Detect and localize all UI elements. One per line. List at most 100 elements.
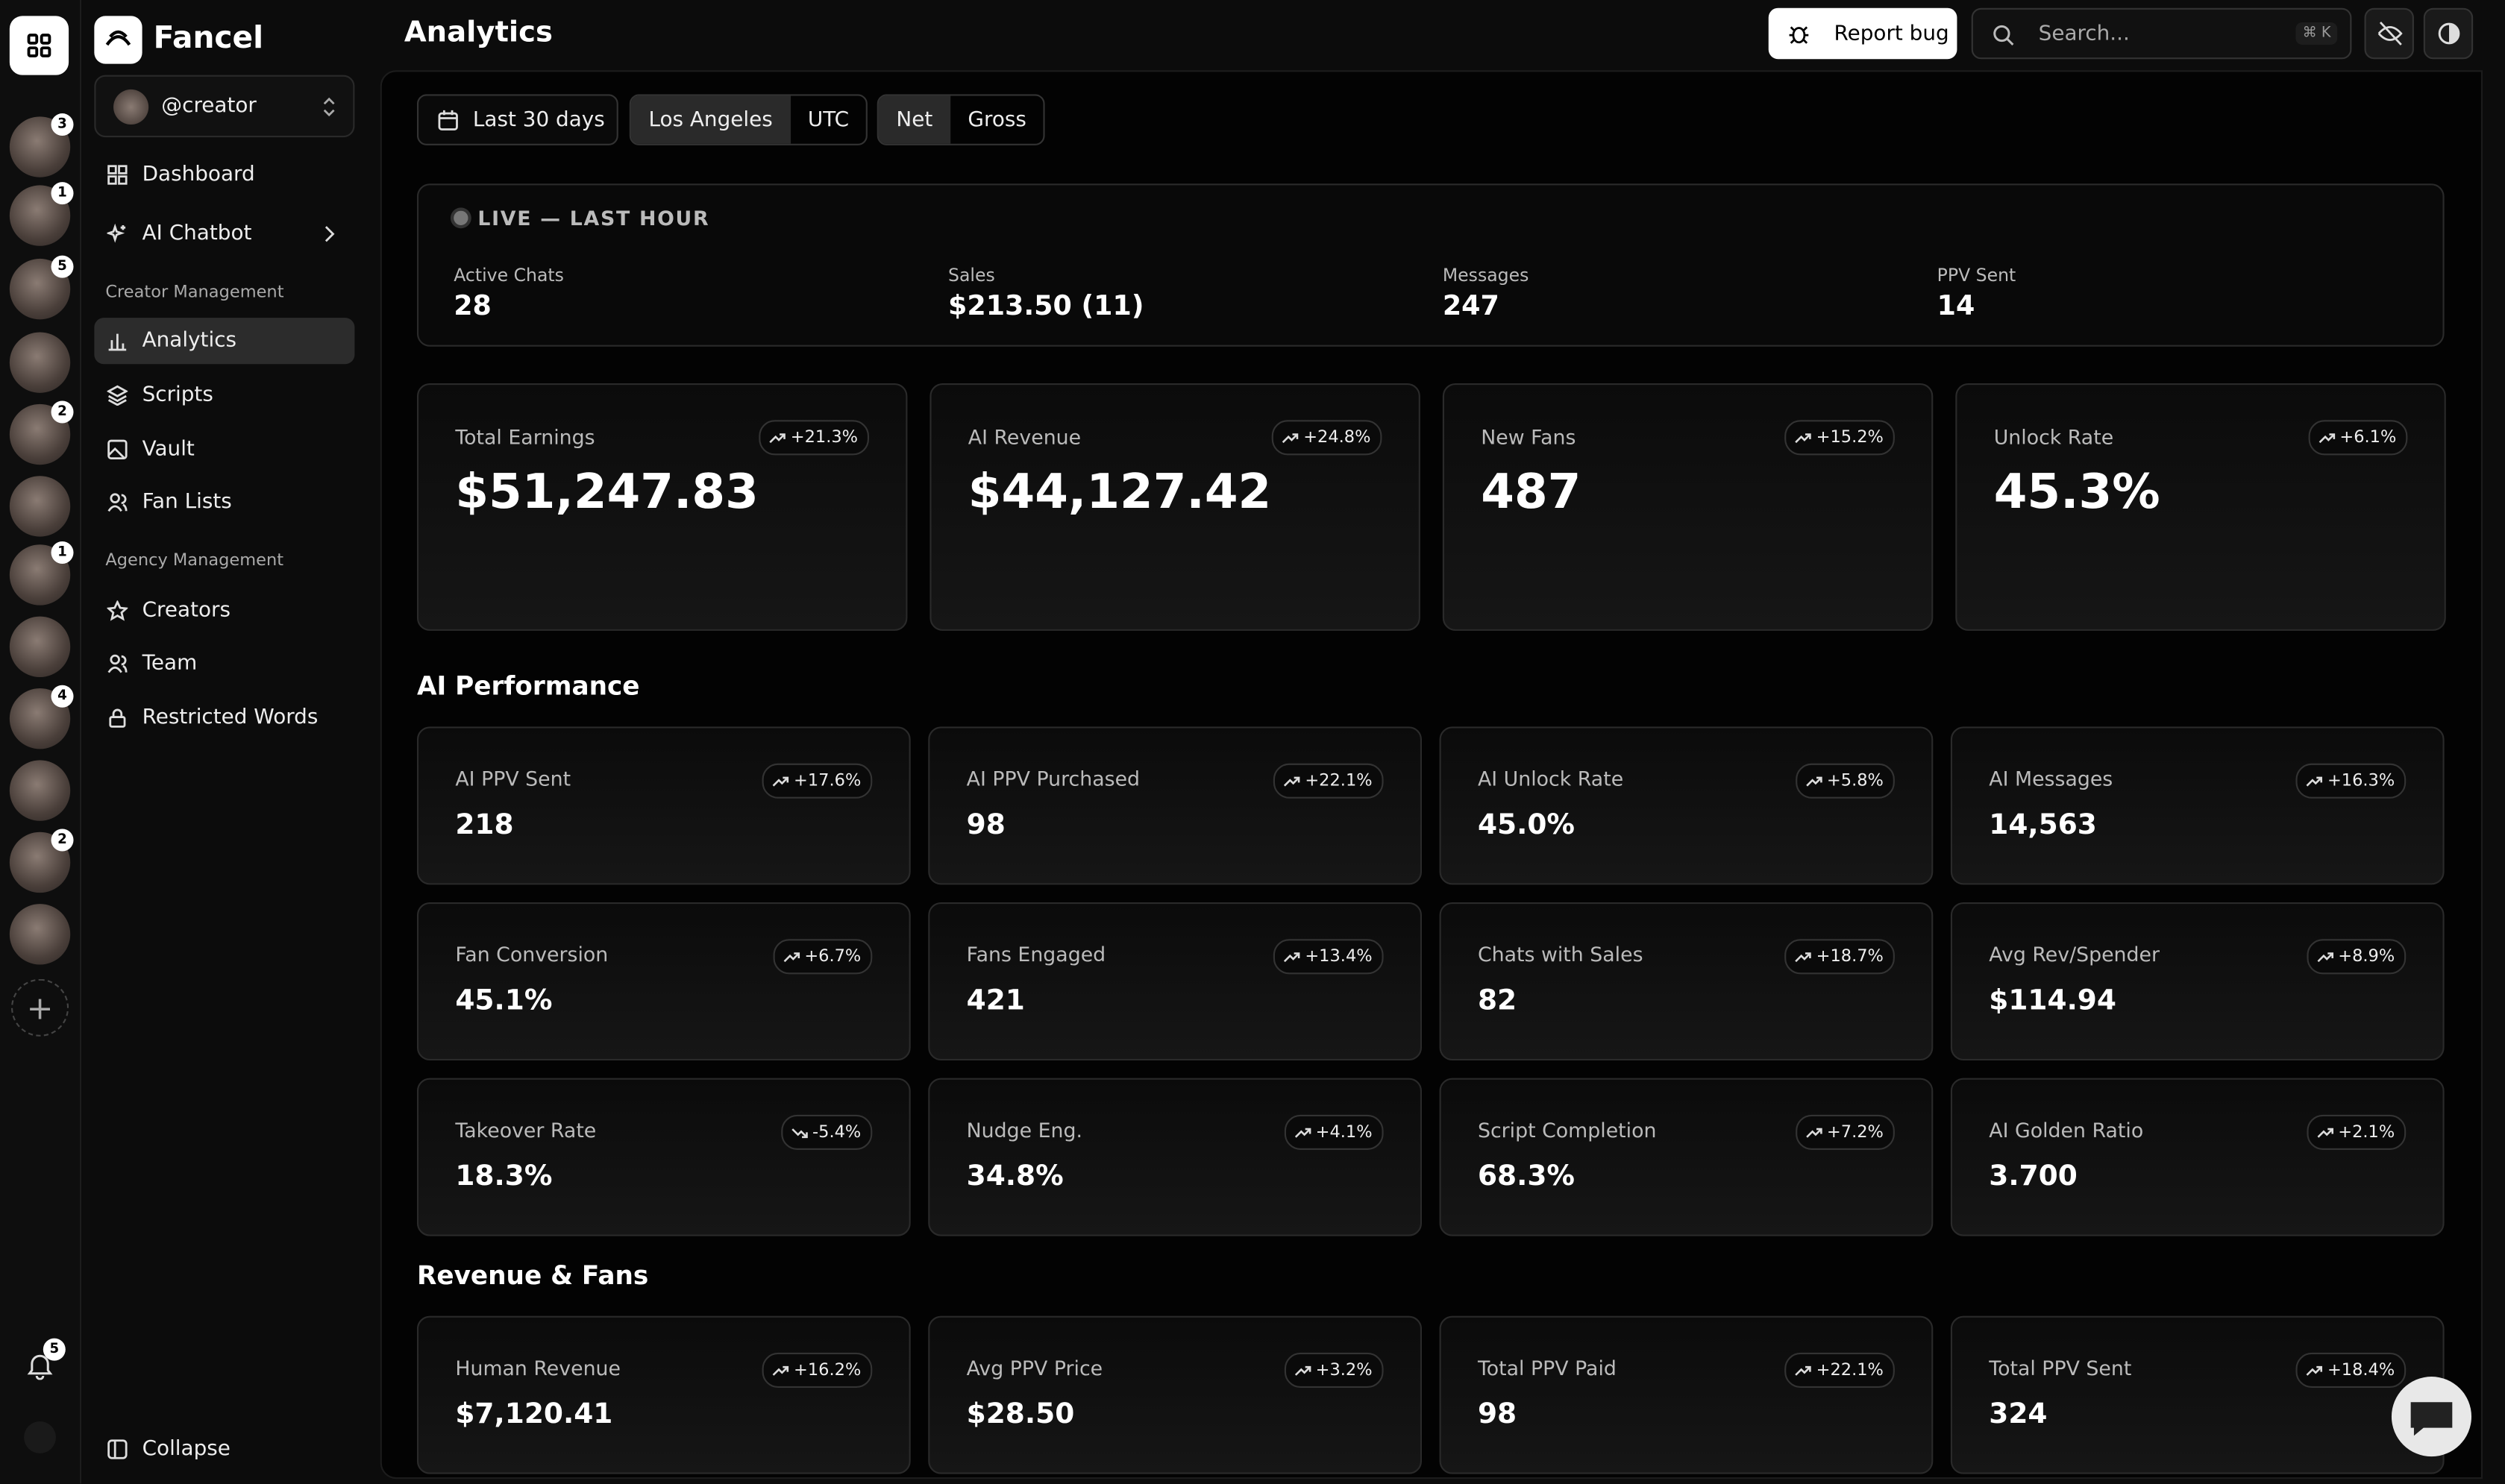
metric-card: Total PPV Paid 98 +22.1%: [1439, 1315, 1934, 1474]
metric-value: 3.700: [1989, 1160, 2078, 1193]
icon: [107, 223, 126, 243]
metric-change: -5.4%: [780, 1114, 873, 1150]
metric-value: 487: [1481, 465, 1581, 521]
live-stat-label: PPV Sent: [1937, 265, 2016, 286]
nav-item[interactable]: AI Chatbot: [94, 211, 354, 257]
hide-values-button[interactable]: [2364, 7, 2414, 60]
metric-change-text: +5.8%: [1826, 771, 1884, 791]
metric-card: AI Revenue $44,127.42 +24.8%: [929, 383, 1420, 631]
metric-label: Total PPV Sent: [1989, 1356, 2132, 1380]
metric-label: Chats with Sales: [1477, 942, 1643, 966]
metric-label: AI Revenue: [968, 424, 1082, 449]
search-placeholder: Search...: [2038, 21, 2130, 46]
live-stat-value: $213.50 (11): [948, 290, 1144, 323]
creator-avatar[interactable]: [9, 476, 71, 537]
date-range-button[interactable]: Last 30 days: [416, 94, 618, 145]
nav-label: Vault: [142, 437, 195, 462]
metric-change-text: +22.1%: [1305, 771, 1373, 791]
user-avatar[interactable]: [24, 1421, 56, 1453]
add-creator[interactable]: +: [10, 978, 69, 1037]
metric-label: Human Revenue: [455, 1356, 621, 1380]
metric-card: AI Unlock Rate 45.0% +5.8%: [1439, 726, 1934, 885]
toggle-option[interactable]: UTC: [807, 107, 850, 132]
icon: [2318, 433, 2335, 444]
metric-label: Avg PPV Price: [966, 1356, 1103, 1380]
metric-card: Fans Engaged 421 +13.4%: [928, 902, 1423, 1061]
contrast-icon: [2438, 22, 2460, 45]
creator-avatar[interactable]: [9, 616, 71, 678]
metric-change: +18.4%: [2295, 1352, 2407, 1389]
metric-change-text: +16.2%: [794, 1360, 862, 1380]
metric-value: 45.1%: [455, 985, 553, 1018]
metric-change-text: +3.2%: [1315, 1360, 1373, 1380]
nav-group-title: Creator Management: [105, 283, 284, 302]
nav-item[interactable]: Fan Lists: [94, 479, 354, 525]
metric-card: Human Revenue $7,120.41 +16.2%: [416, 1315, 911, 1474]
collapse-button[interactable]: Collapse: [94, 1426, 354, 1472]
icon: [107, 493, 128, 512]
metric-change: +16.2%: [762, 1352, 873, 1389]
toggle-option[interactable]: Los Angeles: [630, 95, 791, 144]
metric-change-text: +16.3%: [2327, 771, 2395, 791]
nav-item[interactable]: Vault: [94, 427, 354, 473]
metric-card: AI Golden Ratio 3.700 +2.1%: [1950, 1078, 2445, 1236]
live-stat-value: 14: [1937, 290, 1975, 323]
metric-card: Total PPV Sent 324 +18.4%: [1950, 1315, 2445, 1474]
metric-value: 18.3%: [455, 1160, 553, 1193]
metric-change-text: +17.6%: [794, 771, 862, 791]
search-box[interactable]: Search... ⌘ K: [1971, 7, 2352, 60]
avatar-badge: 1: [51, 541, 74, 564]
creator-avatar[interactable]: [9, 760, 71, 821]
toggle-option[interactable]: Net: [878, 95, 950, 144]
metric-change-text: +24.8%: [1303, 427, 1371, 447]
nav-item[interactable]: Creators: [94, 588, 354, 634]
creator-avatar[interactable]: [9, 904, 71, 965]
nav-item[interactable]: Scripts: [94, 372, 354, 418]
metric-change-text: +15.2%: [1816, 427, 1884, 447]
section-title: AI Performance: [416, 670, 640, 702]
theme-button[interactable]: [2423, 7, 2474, 60]
metric-value: $28.50: [966, 1399, 1075, 1431]
metric-value: 421: [966, 985, 1025, 1018]
section-title: Revenue & Fans: [416, 1260, 649, 1291]
metric-change: +22.1%: [1273, 763, 1384, 799]
metric-change-text: +7.2%: [1826, 1122, 1884, 1142]
icon: [2306, 776, 2322, 787]
metric-change-text: +8.9%: [2338, 946, 2395, 966]
metric-value: $51,247.83: [455, 465, 759, 521]
live-title: LIVE — LAST HOUR: [477, 206, 710, 230]
account-avatar: [113, 89, 149, 125]
metric-card: Fan Conversion 45.1% +6.7%: [416, 902, 911, 1061]
metric-card: AI PPV Sent 218 +17.6%: [416, 726, 911, 885]
nav-item[interactable]: Team: [94, 641, 354, 687]
metric-value: 98: [966, 809, 1006, 842]
bell-icon[interactable]: [25, 1351, 54, 1380]
metric-change: +15.2%: [1784, 420, 1895, 456]
metric-change: +21.3%: [758, 420, 870, 456]
icon: [1805, 776, 1822, 787]
metric-change: +2.1%: [2306, 1114, 2407, 1150]
nav-item[interactable]: Restricted Words: [94, 695, 354, 741]
chat-launcher[interactable]: [2391, 1377, 2472, 1457]
live-stat-value: 247: [1442, 290, 1499, 323]
account-select[interactable]: @creator: [94, 75, 355, 138]
metric-card: Total Earnings $51,247.83 +21.3%: [416, 383, 908, 631]
metric-change: +8.9%: [2306, 939, 2407, 975]
icon: [109, 708, 126, 728]
nav-label: Scripts: [142, 383, 213, 408]
toggle-option[interactable]: Gross: [968, 107, 1026, 132]
avatar-badge: 2: [51, 400, 74, 424]
grid-icon: [27, 34, 51, 57]
metric-value: 34.8%: [966, 1160, 1064, 1193]
creator-avatar[interactable]: [9, 332, 71, 393]
home-button[interactable]: [9, 16, 69, 75]
metric-label: AI Messages: [1989, 766, 2113, 791]
metric-card: AI Messages 14,563 +16.3%: [1950, 726, 2445, 885]
icon: [2316, 1128, 2333, 1138]
metric-label: Avg Rev/Spender: [1989, 942, 2160, 966]
report-bug-button[interactable]: Report bug: [1768, 7, 1957, 60]
metric-label: Script Completion: [1477, 1118, 1657, 1142]
nav-item[interactable]: Analytics: [94, 318, 355, 365]
nav-item[interactable]: Dashboard: [94, 151, 354, 198]
